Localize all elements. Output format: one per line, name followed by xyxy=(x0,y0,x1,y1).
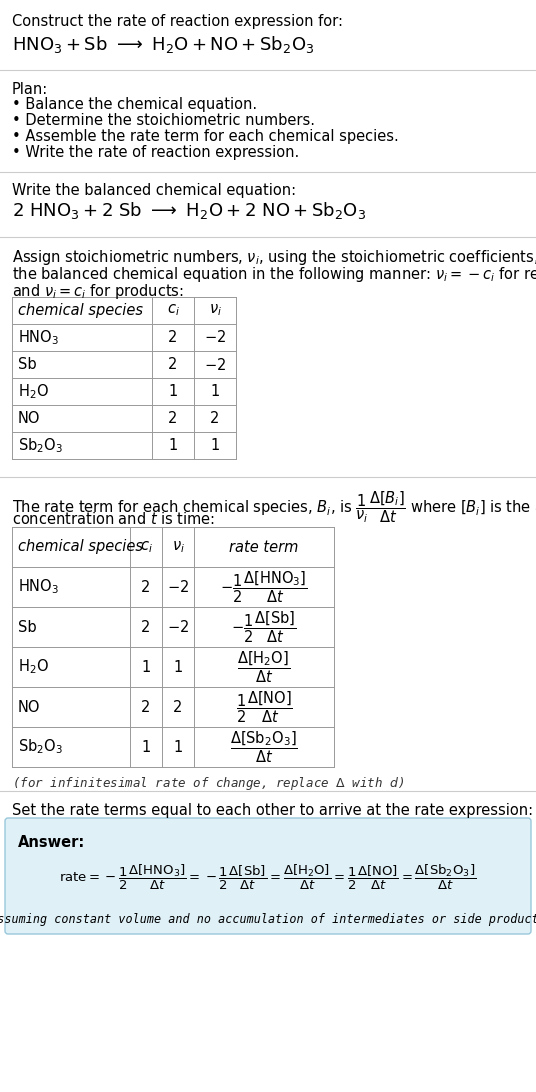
Text: $-\dfrac{1}{2}\dfrac{\Delta[\mathrm{Sb}]}{\Delta t}$: $-\dfrac{1}{2}\dfrac{\Delta[\mathrm{Sb}]… xyxy=(232,609,297,644)
Text: NO: NO xyxy=(18,411,41,426)
Text: 1: 1 xyxy=(173,739,183,755)
Text: 2: 2 xyxy=(142,700,151,714)
Text: rate term: rate term xyxy=(229,539,299,555)
Text: $-2$: $-2$ xyxy=(204,356,226,372)
Text: $\dfrac{\Delta[\mathrm{Sb_2O_3}]}{\Delta t}$: $\dfrac{\Delta[\mathrm{Sb_2O_3}]}{\Delta… xyxy=(230,729,298,764)
Text: 2: 2 xyxy=(173,700,183,714)
Text: $\nu_i$: $\nu_i$ xyxy=(172,539,184,555)
Text: (assuming constant volume and no accumulation of intermediates or side products): (assuming constant volume and no accumul… xyxy=(0,913,536,926)
Text: 1: 1 xyxy=(168,384,177,399)
Text: 2: 2 xyxy=(142,580,151,594)
Text: • Determine the stoichiometric numbers.: • Determine the stoichiometric numbers. xyxy=(12,112,315,128)
Text: Plan:: Plan: xyxy=(12,82,48,97)
Text: chemical species: chemical species xyxy=(18,302,143,318)
Text: $-2$: $-2$ xyxy=(167,619,189,636)
Text: $c_i$: $c_i$ xyxy=(167,302,180,319)
Text: $\mathrm{Sb_2O_3}$: $\mathrm{Sb_2O_3}$ xyxy=(18,436,63,455)
Text: $\mathrm{HNO_3}$: $\mathrm{HNO_3}$ xyxy=(18,329,59,347)
Text: 2: 2 xyxy=(168,411,178,426)
Text: $\mathrm{HNO_3 + Sb\ \longrightarrow\ H_2O + NO + Sb_2O_3}$: $\mathrm{HNO_3 + Sb\ \longrightarrow\ H_… xyxy=(12,34,315,55)
Text: $-2$: $-2$ xyxy=(167,579,189,595)
Text: $\mathrm{HNO_3}$: $\mathrm{HNO_3}$ xyxy=(18,578,59,596)
Text: $\mathrm{H_2O}$: $\mathrm{H_2O}$ xyxy=(18,657,49,676)
Text: Sb: Sb xyxy=(18,619,36,634)
Text: $-2$: $-2$ xyxy=(204,330,226,345)
Text: • Write the rate of reaction expression.: • Write the rate of reaction expression. xyxy=(12,145,299,161)
Text: $\dfrac{\Delta[\mathrm{H_2O}]}{\Delta t}$: $\dfrac{\Delta[\mathrm{H_2O}]}{\Delta t}… xyxy=(237,650,291,685)
Text: 2: 2 xyxy=(168,330,178,345)
Text: • Assemble the rate term for each chemical species.: • Assemble the rate term for each chemic… xyxy=(12,129,399,144)
Text: 1: 1 xyxy=(210,384,220,399)
Text: 1: 1 xyxy=(168,438,177,453)
Text: Assign stoichiometric numbers, $\nu_i$, using the stoichiometric coefficients, $: Assign stoichiometric numbers, $\nu_i$, … xyxy=(12,248,536,268)
Text: Write the balanced chemical equation:: Write the balanced chemical equation: xyxy=(12,183,296,198)
Text: Sb: Sb xyxy=(18,357,36,372)
Text: concentration and $t$ is time:: concentration and $t$ is time: xyxy=(12,511,215,527)
Text: 1: 1 xyxy=(142,660,151,675)
FancyBboxPatch shape xyxy=(5,818,531,934)
Text: $-\dfrac{1}{2}\dfrac{\Delta[\mathrm{HNO_3}]}{\Delta t}$: $-\dfrac{1}{2}\dfrac{\Delta[\mathrm{HNO_… xyxy=(220,569,308,605)
Text: Answer:: Answer: xyxy=(18,835,85,850)
Text: 2: 2 xyxy=(168,357,178,372)
Text: • Balance the chemical equation.: • Balance the chemical equation. xyxy=(12,97,257,112)
Text: 2: 2 xyxy=(210,411,220,426)
Text: 1: 1 xyxy=(173,660,183,675)
Text: $\mathrm{2\ HNO_3 + 2\ Sb\ \longrightarrow\ H_2O + 2\ NO + Sb_2O_3}$: $\mathrm{2\ HNO_3 + 2\ Sb\ \longrightarr… xyxy=(12,200,366,221)
Text: $\mathrm{Sb_2O_3}$: $\mathrm{Sb_2O_3}$ xyxy=(18,738,63,757)
Text: $\mathrm{H_2O}$: $\mathrm{H_2O}$ xyxy=(18,382,49,401)
Text: The rate term for each chemical species, $B_i$, is $\dfrac{1}{\nu_i}\dfrac{\Delt: The rate term for each chemical species,… xyxy=(12,489,536,524)
Text: $\dfrac{1}{2}\dfrac{\Delta[\mathrm{NO}]}{\Delta t}$: $\dfrac{1}{2}\dfrac{\Delta[\mathrm{NO}]}… xyxy=(235,689,293,725)
Text: chemical species: chemical species xyxy=(18,539,143,555)
Text: $c_i$: $c_i$ xyxy=(139,539,152,555)
Text: Set the rate terms equal to each other to arrive at the rate expression:: Set the rate terms equal to each other t… xyxy=(12,803,533,818)
Text: 2: 2 xyxy=(142,619,151,634)
Text: 1: 1 xyxy=(142,739,151,755)
Text: $\mathrm{rate} = -\dfrac{1}{2}\dfrac{\Delta[\mathrm{HNO_3}]}{\Delta t} = -\dfrac: $\mathrm{rate} = -\dfrac{1}{2}\dfrac{\De… xyxy=(59,863,477,891)
Text: the balanced chemical equation in the following manner: $\nu_i = -c_i$ for react: the balanced chemical equation in the fo… xyxy=(12,265,536,284)
Text: 1: 1 xyxy=(210,438,220,453)
Text: $\nu_i$: $\nu_i$ xyxy=(209,302,221,319)
Text: and $\nu_i = c_i$ for products:: and $\nu_i = c_i$ for products: xyxy=(12,282,184,301)
Text: NO: NO xyxy=(18,700,41,714)
Text: Construct the rate of reaction expression for:: Construct the rate of reaction expressio… xyxy=(12,14,343,29)
Text: (for infinitesimal rate of change, replace $\Delta$ with $d$): (for infinitesimal rate of change, repla… xyxy=(12,775,404,792)
